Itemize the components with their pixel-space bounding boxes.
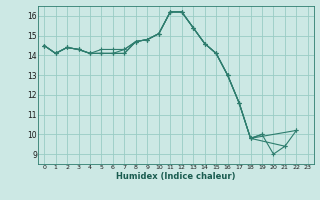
X-axis label: Humidex (Indice chaleur): Humidex (Indice chaleur) [116, 172, 236, 181]
